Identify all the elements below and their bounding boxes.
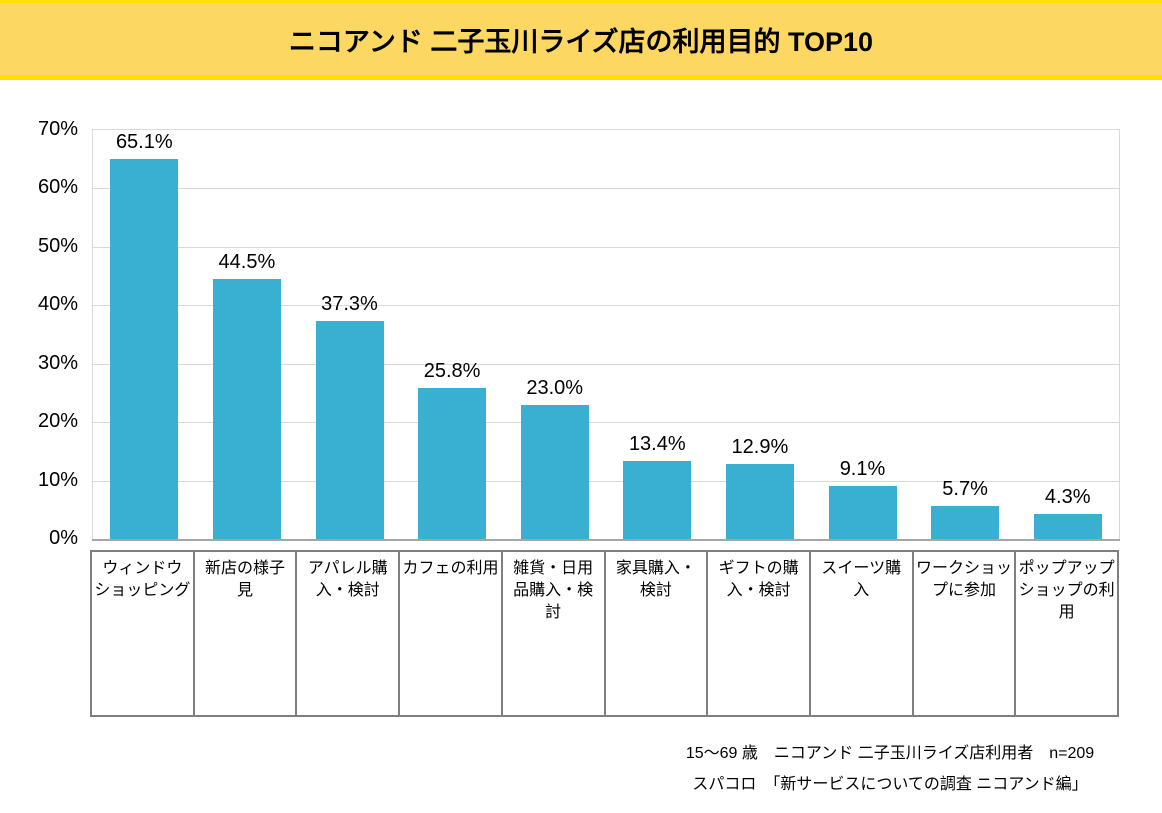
bar-value-label: 4.3% [1044,485,1091,508]
y-axis-tick-label: 70% [37,118,78,140]
y-axis-tick-label: 40% [37,293,78,316]
bar [828,485,897,539]
bar-value-label: 65.1% [115,130,173,153]
category-cell: ウィンドウ ショッピング [94,560,191,599]
category-cell: カフェの利用 [398,552,501,715]
title-banner: ニコアンド 二子玉川ライズ店の利用目的 TOP10 [0,0,1162,80]
bar [725,463,794,539]
bar-value-label: 12.9% [731,435,789,458]
gridline [93,246,1119,248]
y-axis-tick-label: 30% [37,351,78,374]
bar [520,404,589,539]
category-cell: ギフトの購 入・検討 [706,552,809,715]
category-label-table: ウィンドウ ショッピング 新店の様子 見アパレル購 入・検討 カフェの利用 雑貨・日用… [90,550,1119,717]
y-axis-tick-label: 20% [37,410,78,433]
category-cell: ワークショッ プに参加 [911,552,1015,715]
bar-value-label: 23.0% [526,376,584,399]
y-axis-tick-label: 0% [49,527,78,549]
bar [110,158,179,539]
gridline [93,305,1119,307]
category-cell: スイーツ購 入 [808,552,912,715]
plot-area: 65.1% 44.5% 37.3% 25.8% 23.0% 13.4% 12.9% 9.1% 5… [92,129,1120,541]
x-axis-line [92,539,1120,541]
category-cell: 家具購入・ 検討 [603,552,707,715]
bar-value-label: 25.8% [423,360,481,383]
bar-value-label: 37.3% [321,293,378,316]
bar-value-label: 5.7% [942,477,988,500]
bar [418,388,487,539]
bar [623,460,692,539]
y-axis-tick-label: 60% [37,176,78,199]
bar-value-label: 9.1% [839,457,886,480]
category-cell: 新店の様子 見 [192,552,296,715]
gridline [93,363,1119,365]
bar [315,321,384,539]
y-axis-tick-label: 10% [37,468,78,491]
page-title: ニコアンド 二子玉川ライズ店の利用目的 TOP10 [288,26,874,57]
category-cell: ポップアップ ショップの利 用 [1014,552,1117,715]
bar [931,505,1000,539]
source-note-line2: スパコロ 「新サービスについての調査 ニコアンド編」 [692,776,1088,793]
source-note-line1: 15～69 歳 ニコアンド 二子玉川ライズ店利用者 n=209 [685,745,1095,762]
y-axis-tick-label: 50% [37,234,78,257]
category-cell: アパレル購 入・検討 [295,552,398,715]
gridline [93,422,1119,424]
source-note: 15～69 歳 ニコアンド 二子玉川ライズ店利用者 n=209 スパコロ 「新サ… [610,738,1162,800]
bar-value-label: 44.5% [218,251,276,273]
gridline [93,188,1119,190]
gridline [93,480,1119,482]
bar [1033,513,1102,539]
category-cell: 雑貨・日用 品購入・検 討 [500,552,604,715]
bar [212,279,281,539]
bar-value-label: 13.4% [628,432,686,455]
